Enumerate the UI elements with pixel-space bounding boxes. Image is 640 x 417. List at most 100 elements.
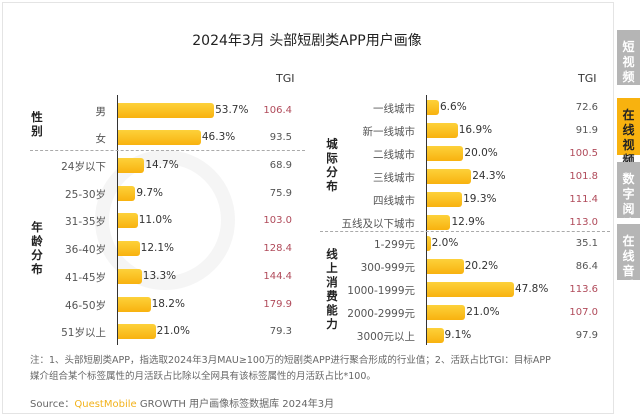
value-label: 46.3%	[201, 131, 236, 143]
category-label: 2000-2999元	[347, 308, 415, 320]
bar	[118, 296, 151, 312]
tgi-header-left: TGI	[276, 72, 295, 85]
category-label: 女	[95, 133, 107, 145]
tgi-value: 113.6	[569, 284, 598, 295]
source-brand: QuestMobile	[74, 399, 137, 410]
category-label: 41-45岁	[64, 271, 106, 284]
value-label: 9.7%	[136, 186, 164, 199]
category-label: 46-50岁	[64, 299, 106, 312]
bar	[118, 158, 145, 173]
tgi-value: 97.9	[575, 330, 598, 341]
tab-label: 短视频	[622, 40, 635, 84]
category-label: 一线城市	[373, 103, 415, 115]
group-divider	[320, 231, 610, 232]
tgi-value: 35.1	[575, 238, 598, 249]
value-label: 47.8%	[514, 283, 549, 295]
y-axis	[117, 95, 118, 345]
tab-online-video[interactable]: 在线视频	[617, 98, 640, 167]
category-label: 男	[95, 106, 107, 118]
tgi-value: 68.9	[269, 160, 292, 171]
value-label: 20.2%	[464, 260, 499, 272]
bar	[427, 236, 431, 251]
category-label: 三线城市	[373, 172, 415, 184]
category-label: 25-30岁	[64, 188, 106, 201]
group-divider	[30, 150, 305, 151]
bar	[427, 328, 444, 343]
group-label: 性别	[31, 109, 43, 138]
tgi-value: 103.0	[263, 215, 292, 227]
category-label: 1-299元	[373, 239, 415, 251]
bar	[427, 305, 466, 320]
bar	[427, 100, 439, 115]
category-label: 四线城市	[373, 195, 415, 207]
value-label: 12.9%	[451, 216, 485, 228]
bar	[427, 146, 464, 161]
category-label: 31-35岁	[64, 216, 106, 229]
footnote-line-2: 媒介组合某个标签属性的月活跃占比除以全网具有该标签属性的月活跃占比*100。	[30, 371, 376, 382]
tab-label: 在线视频	[622, 108, 635, 167]
chart-title: 2024年3月 头部短剧类APP用户画像	[192, 33, 422, 49]
tab-label: 在线音乐	[622, 234, 635, 293]
bar	[427, 282, 514, 297]
tgi-value: 113.0	[569, 217, 598, 228]
bar	[118, 268, 142, 284]
tgi-value: 106.4	[263, 105, 292, 116]
source-line: Source：QuestMobile GROWTH 用户画像标签数据库 2024…	[30, 395, 334, 410]
group-label: 年龄分布	[31, 220, 43, 277]
tgi-value: 93.5	[269, 132, 292, 143]
category-label: 36-40岁	[64, 244, 106, 257]
tgi-value: 128.4	[263, 243, 292, 255]
footnote-line-1: 注：1、头部短剧类APP，指选取2024年3月MAU≥100万的短剧类APP进行…	[30, 355, 551, 366]
value-label: 14.7%	[145, 159, 179, 171]
bar	[118, 324, 156, 340]
value-label: 21.0%	[466, 306, 500, 318]
value-label: 18.2%	[151, 297, 185, 310]
tgi-value: 179.9	[263, 298, 292, 310]
category-label: 二线城市	[373, 149, 415, 161]
value-label: 12.1%	[140, 242, 175, 255]
value-label: 19.3%	[463, 193, 497, 205]
group-label: 线上消费能力	[326, 247, 338, 331]
tgi-value: 79.3	[269, 326, 292, 338]
value-label: 2.0%	[431, 237, 459, 249]
bar	[427, 215, 451, 230]
tgi-value: 75.9	[269, 187, 292, 199]
tgi-value: 100.5	[569, 148, 598, 159]
tab-digital-reading[interactable]: 数字阅读	[617, 162, 640, 231]
value-label: 16.9%	[458, 124, 493, 136]
y-axis	[426, 95, 427, 345]
category-label: 3000元以上	[356, 331, 415, 343]
category-label: 51岁以上	[61, 327, 106, 340]
tgi-value: 101.8	[569, 171, 598, 182]
tgi-value: 91.9	[575, 125, 598, 136]
value-label: 9.1%	[444, 329, 472, 341]
bar	[427, 123, 458, 138]
bar	[118, 130, 201, 145]
bar	[427, 169, 472, 184]
tgi-value: 111.4	[569, 194, 598, 205]
value-label: 20.0%	[464, 147, 498, 159]
category-label: 1000-1999元	[347, 285, 415, 297]
value-label: 6.6%	[440, 101, 467, 113]
tab-online-music[interactable]: 在线音乐	[617, 224, 640, 293]
group-label: 城际分布	[326, 136, 338, 193]
tgi-value: 86.4	[575, 261, 598, 272]
source-rest: GROWTH 用户画像标签数据库 2024年3月	[136, 399, 335, 410]
value-label: 13.3%	[142, 269, 177, 282]
tab-short-video[interactable]: 短视频	[617, 30, 640, 85]
value-label: 24.3%	[472, 170, 506, 182]
chart-frame	[2, 2, 614, 414]
bar	[118, 103, 215, 118]
bar	[118, 185, 136, 201]
source-prefix: Source：	[30, 399, 75, 410]
tgi-header-right: TGI	[578, 72, 597, 85]
category-label: 新一线城市	[362, 126, 416, 138]
bar	[118, 241, 140, 257]
tgi-value: 72.6	[575, 102, 598, 113]
bar	[427, 259, 464, 274]
tgi-value: 107.0	[569, 307, 598, 318]
bar	[118, 213, 138, 229]
tab-label: 数字阅读	[622, 172, 635, 231]
category-label: 24岁以下	[61, 161, 106, 173]
category-label: 300-999元	[360, 262, 415, 274]
